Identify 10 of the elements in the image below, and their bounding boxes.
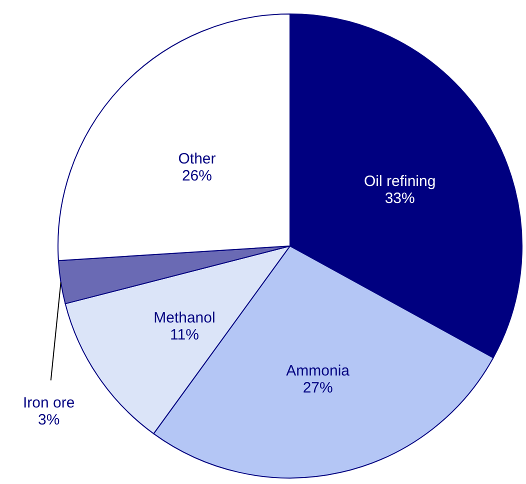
data-label: 27% — [302, 380, 333, 397]
slice-label: Oil refining — [364, 173, 436, 190]
slice-label: Methanol — [154, 310, 216, 327]
data-label: 11% — [170, 326, 199, 344]
slice-label: Ammonia — [286, 362, 350, 380]
data-label: 3% — [38, 411, 60, 428]
data-label: 26% — [182, 168, 212, 185]
data-label: 33% — [384, 190, 415, 208]
slice-label: Iron ore — [23, 394, 75, 412]
slice-label: Other — [178, 150, 216, 168]
